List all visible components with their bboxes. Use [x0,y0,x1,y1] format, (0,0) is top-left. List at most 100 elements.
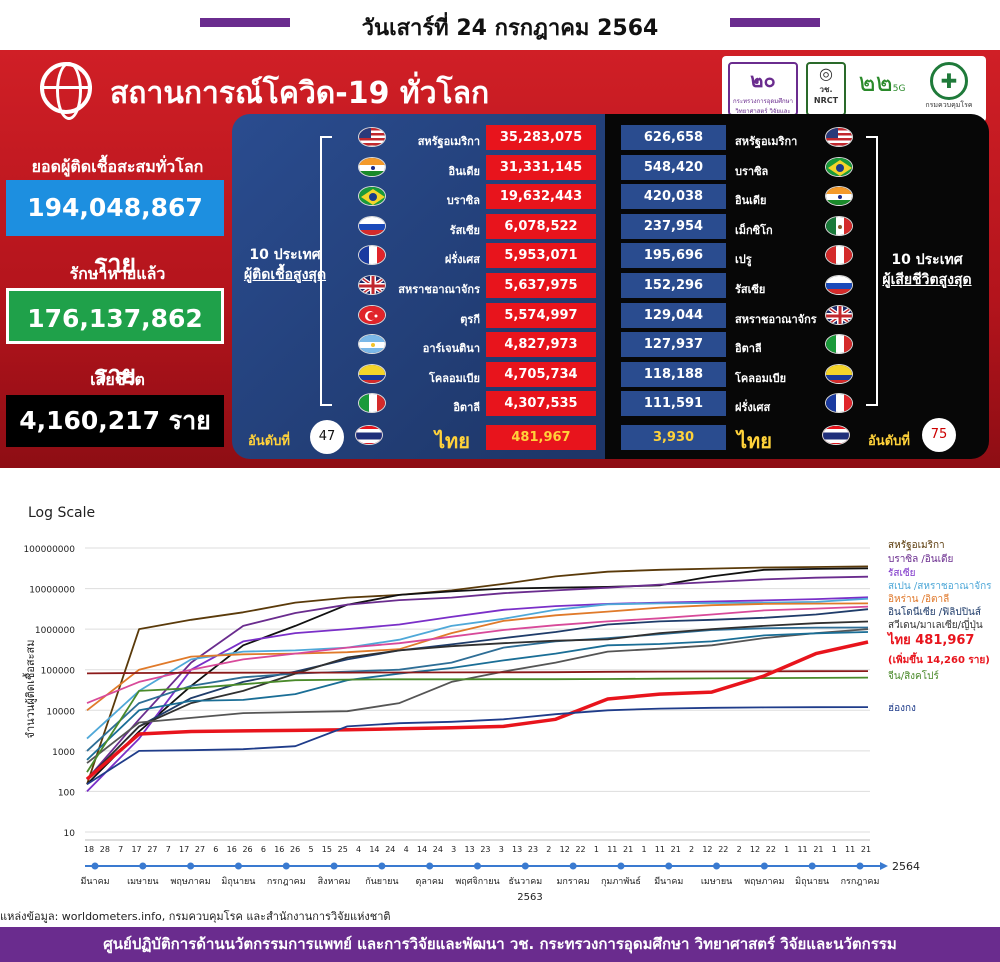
legend-entry: (เพิ่มขึ้น 14,260 ราย) [888,652,990,666]
x-tick-label: 1 [832,845,837,854]
cases-country-value: 19,632,443 [486,184,596,209]
cases-country-value: 35,283,075 [486,125,596,150]
timeline-dot [569,862,577,870]
month-label: สิงหาคม [318,876,351,887]
legend-entry: รัสเซีย [888,567,916,579]
x-tick-label: 3 [451,845,456,854]
flag-br-icon [358,186,386,206]
year-label: 2563 [517,892,542,903]
flag-it-icon [825,334,853,354]
series-line [86,567,869,785]
legend-entry: บราซิล /อินเดีย [888,553,953,565]
flag-co-icon [825,364,853,384]
month-label: มกราคม [557,877,590,887]
deaths-rank: 75 [922,418,956,452]
series-line [86,631,869,761]
x-tick-label: 11 [607,845,617,854]
x-tick-label: 4 [356,845,361,854]
timeline-dot [330,862,338,870]
legend-entry: อิหร่าน /อิตาลี [888,593,949,605]
x-tick-label: 2 [737,845,742,854]
legend-entry: ไทย 481,967 [886,631,974,648]
thai-flag-icon [355,425,383,445]
deaths-country-value: 111,591 [621,391,726,416]
recovered-value: 176,137,862 ราย [6,288,224,389]
x-tick-label: 23 [528,845,538,854]
flag-co-icon [358,364,386,384]
deaths-country-value: 237,954 [621,214,726,239]
cases-country-value: 31,331,145 [486,155,596,180]
timeline-dot [187,862,195,870]
flag-us-icon [358,127,386,147]
cases-country-name: โคลอมเบีย [428,372,480,385]
x-tick-label: 22 [766,845,776,854]
5g-logo: ๒๒5G [858,68,906,98]
ministry-logo: ๒๐ กระทรวงการอุดมศึกษา วิทยาศาสตร์ วิจัยแ… [728,62,798,125]
x-tick-label: 11 [797,845,807,854]
deaths-country-name: อิตาลี [735,342,762,355]
x-tick-label: 7 [166,845,171,854]
month-label: เมษายน [127,877,158,887]
cases-country-name: บราซิล [446,194,480,207]
y-tick-label: 1000 [52,748,75,758]
month-label: มิถุนายน [221,876,255,887]
y-tick-label: 100000000 [23,545,75,555]
thai-name-deaths: ไทย [737,429,772,453]
deaths-group-label: 10 ประเทศ ผู้เสียชีวิตสูงสุด [872,250,982,290]
cases-country-value: 4,307,535 [486,391,596,416]
cases-group-line2: ผู้ติดเชื้อสูงสุด [243,267,327,283]
cases-country-name: อาร์เจนตินา [422,342,480,355]
cases-country-name: รัสเซีย [449,224,480,237]
timeline-dot [521,862,529,870]
x-tick-label: 2 [689,845,694,854]
y-tick-label: 100 [58,788,75,798]
deaths-value: 4,160,217 ราย [6,395,224,447]
x-tick-label: 27 [147,845,157,854]
nrct-logo: ◎ วช. NRCT [806,62,846,116]
flag-pe-icon [825,245,853,265]
deaths-country-name: โคลอมเบีย [735,372,787,385]
series-line [86,670,869,675]
deaths-country-value: 195,696 [621,243,726,268]
x-tick-label: 26 [242,845,252,854]
ddc-logo: ✚ กรมควบคุมโรค [918,62,980,116]
logos-strip: ๒๐ กระทรวงการอุดมศึกษา วิทยาศาสตร์ วิจัยแ… [722,56,986,125]
thai-flag-icon-2 [822,425,850,445]
cases-country-value: 5,953,071 [486,243,596,268]
timeline-dot [713,862,721,870]
series-line [86,597,869,740]
cases-country-name: ตุรกี [460,313,480,326]
timeline-dot [426,862,434,870]
x-tick-label: 14 [417,845,427,854]
flag-uk-icon [358,275,386,295]
deaths-country-value: 548,420 [621,155,726,180]
header-bar-right [730,18,820,27]
cases-group-line1: 10 ประเทศ [249,247,321,263]
x-tick-label: 1 [641,845,646,854]
deaths-country-name: ฝรั่งเศส [735,401,771,414]
x-tick-label: 17 [179,845,189,854]
deaths-country-value: 626,658 [621,125,726,150]
x-tick-label: 21 [623,845,633,854]
y-tick-label: 1000000 [35,626,75,636]
cases-country-name: สหราชอาณาจักร [398,283,480,296]
series-line [86,565,869,785]
x-tick-label: 14 [369,845,379,854]
deaths-country-value: 152,296 [621,273,726,298]
flag-ru-icon [825,275,853,295]
series-line [86,575,869,780]
deaths-bracket [866,136,878,406]
timeline-dot [234,862,242,870]
x-tick-label: 21 [813,845,823,854]
y-tick-label: 100000 [41,667,76,677]
thai-name-cases: ไทย [435,429,470,453]
x-tick-label: 27 [195,845,205,854]
flag-fr-icon [825,393,853,413]
series-line [86,706,869,786]
cases-rank: 47 [310,420,344,454]
month-label: กันยายน [365,877,398,887]
flag-br-icon [825,157,853,177]
flag-ar-icon [358,334,386,354]
x-tick-label: 25 [338,845,348,854]
deaths-country-value: 127,937 [621,332,726,357]
